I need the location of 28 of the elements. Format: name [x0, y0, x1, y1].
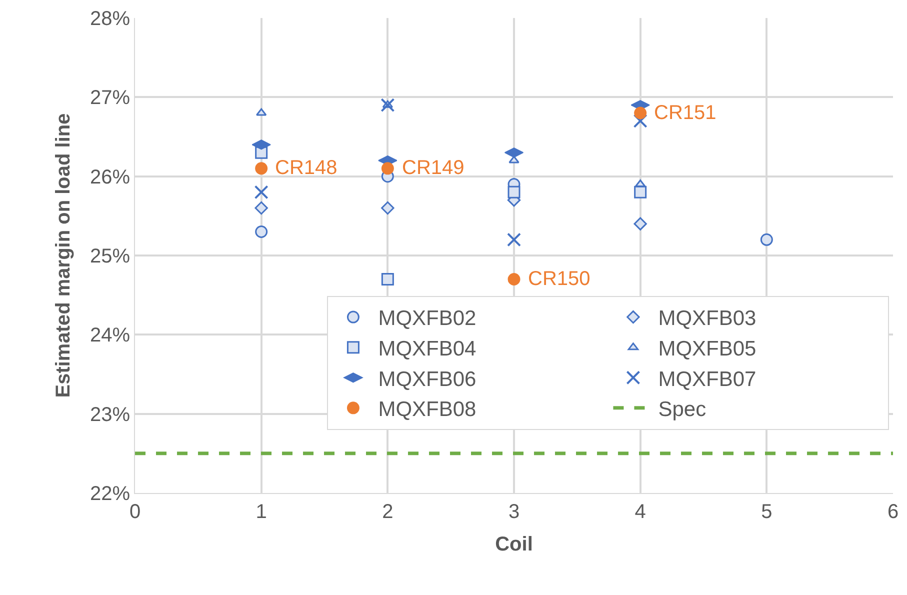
y-tick-label: 26%	[90, 166, 130, 188]
x-tick-label: 4	[634, 501, 646, 523]
y-tick-label: 28%	[90, 8, 130, 30]
y-tick-label: 22%	[90, 483, 130, 505]
x-tick-label: 5	[761, 501, 772, 523]
legend-label: MQXFB04	[378, 338, 477, 361]
legend-label: MQXFB07	[658, 368, 756, 391]
x-tick-label: 3	[508, 501, 520, 523]
y-tick-label: 25%	[90, 246, 130, 268]
legend-label: MQXFB02	[378, 307, 476, 330]
x-tick-label: 6	[887, 501, 899, 523]
annotation: CR150	[528, 268, 590, 290]
legend-label: MQXFB08	[378, 398, 476, 422]
x-tick-label: 0	[129, 501, 141, 523]
annotation: CR148	[275, 157, 338, 179]
y-tick-label: 27%	[90, 87, 130, 110]
y-tick-label: 23%	[90, 404, 130, 426]
legend-label: MQXFB05	[658, 338, 756, 361]
legend-label: MQXFB03	[658, 307, 756, 330]
legend-label: MQXFB06	[378, 368, 476, 391]
y-axis-title: Estimated margin on load line	[52, 113, 74, 398]
x-tick-label: 2	[382, 501, 394, 523]
annotation: CR151	[654, 102, 716, 124]
y-tick-label: 24%	[90, 324, 130, 347]
x-tick-label: 1	[256, 501, 267, 523]
x-axis-title: Coil	[495, 534, 533, 556]
legend-label: Spec	[658, 398, 706, 422]
annotation: CR149	[402, 157, 464, 179]
